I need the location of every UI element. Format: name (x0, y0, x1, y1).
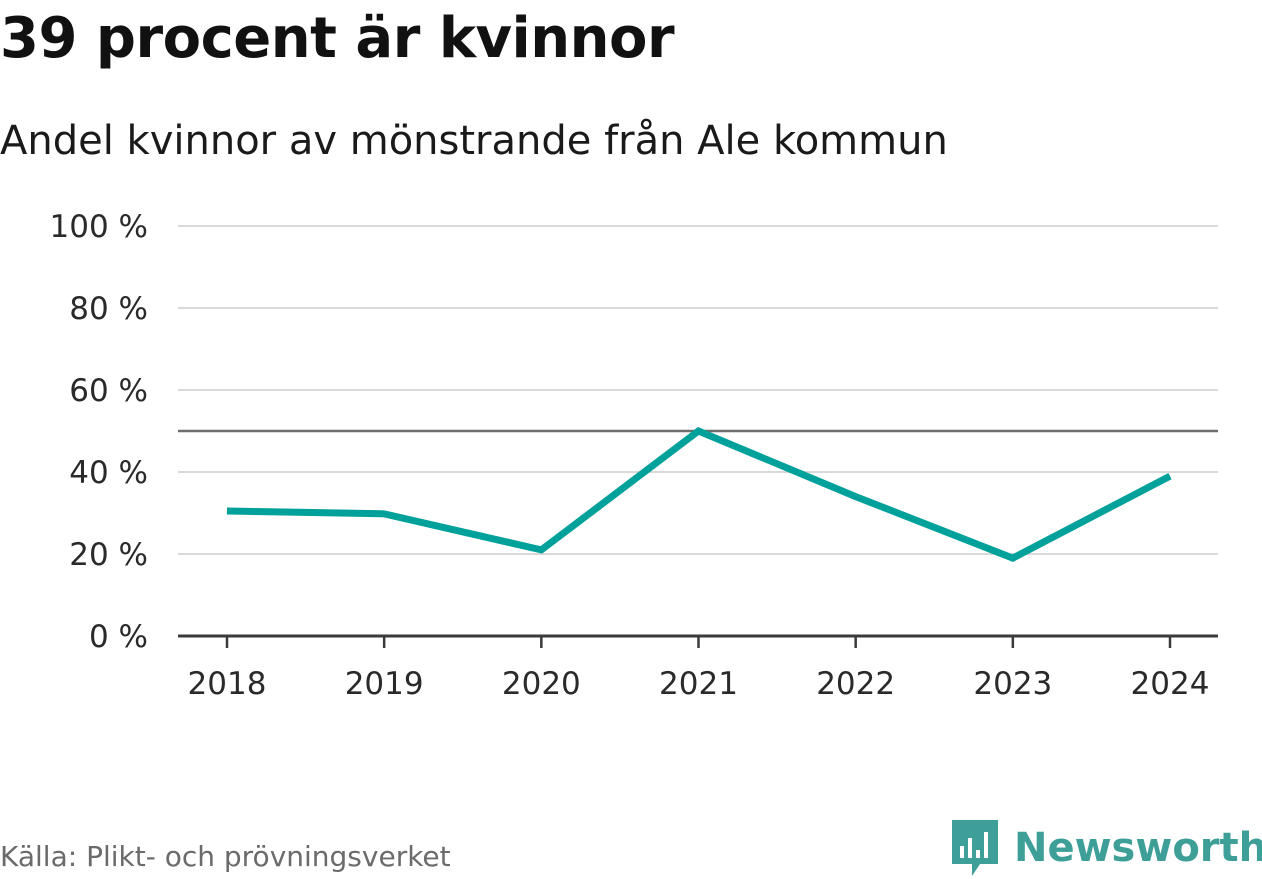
brand-name: Newsworthy (1014, 825, 1262, 871)
y-tick-label: 60 % (69, 373, 148, 409)
y-tick-label: 0 % (89, 619, 148, 655)
brand-logo: Newsworthy (950, 818, 1262, 878)
chart-subtitle: Andel kvinnor av mönstrande från Ale kom… (0, 118, 948, 164)
x-tick-label: 2019 (345, 666, 424, 702)
newsworthy-bar-chart-icon (952, 820, 998, 876)
x-axis: 2018 2019 2020 2021 2022 2023 2024 (178, 634, 1218, 702)
gridlines (178, 225, 1218, 555)
series-group (226, 426, 1172, 562)
x-tick-label: 2020 (502, 666, 581, 702)
y-tick-label: 80 % (69, 291, 148, 327)
source-note: Källa: Plikt- och prövningsverket (0, 840, 451, 873)
series-line (226, 426, 1172, 562)
y-tick-label: 20 % (69, 537, 148, 573)
y-tick-label: 40 % (69, 455, 148, 491)
x-tick-label: 2023 (973, 666, 1052, 702)
x-tick-label: 2018 (188, 666, 267, 702)
x-tick-label: 2024 (1131, 666, 1210, 702)
x-tick-label: 2021 (659, 666, 738, 702)
x-tick-label: 2022 (816, 666, 895, 702)
chart-title: 39 procent är kvinnor (0, 6, 675, 71)
y-tick-label: 100 % (50, 209, 148, 245)
y-axis-ticks: 0 % 20 % 40 % 60 % 80 % 100 % (50, 209, 148, 655)
